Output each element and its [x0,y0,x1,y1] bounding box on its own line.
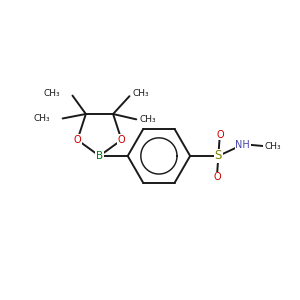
Text: CH₃: CH₃ [44,89,60,98]
Text: O: O [118,135,125,145]
Text: O: O [74,135,81,145]
Text: S: S [215,149,222,162]
Text: O: O [216,130,224,140]
Text: CH₃: CH₃ [264,142,281,151]
Text: CH₃: CH₃ [139,115,156,124]
Text: NH: NH [236,140,250,150]
Text: O: O [213,172,221,182]
Text: B: B [96,151,103,161]
Text: CH₃: CH₃ [132,89,149,98]
Text: CH₃: CH₃ [34,114,50,123]
